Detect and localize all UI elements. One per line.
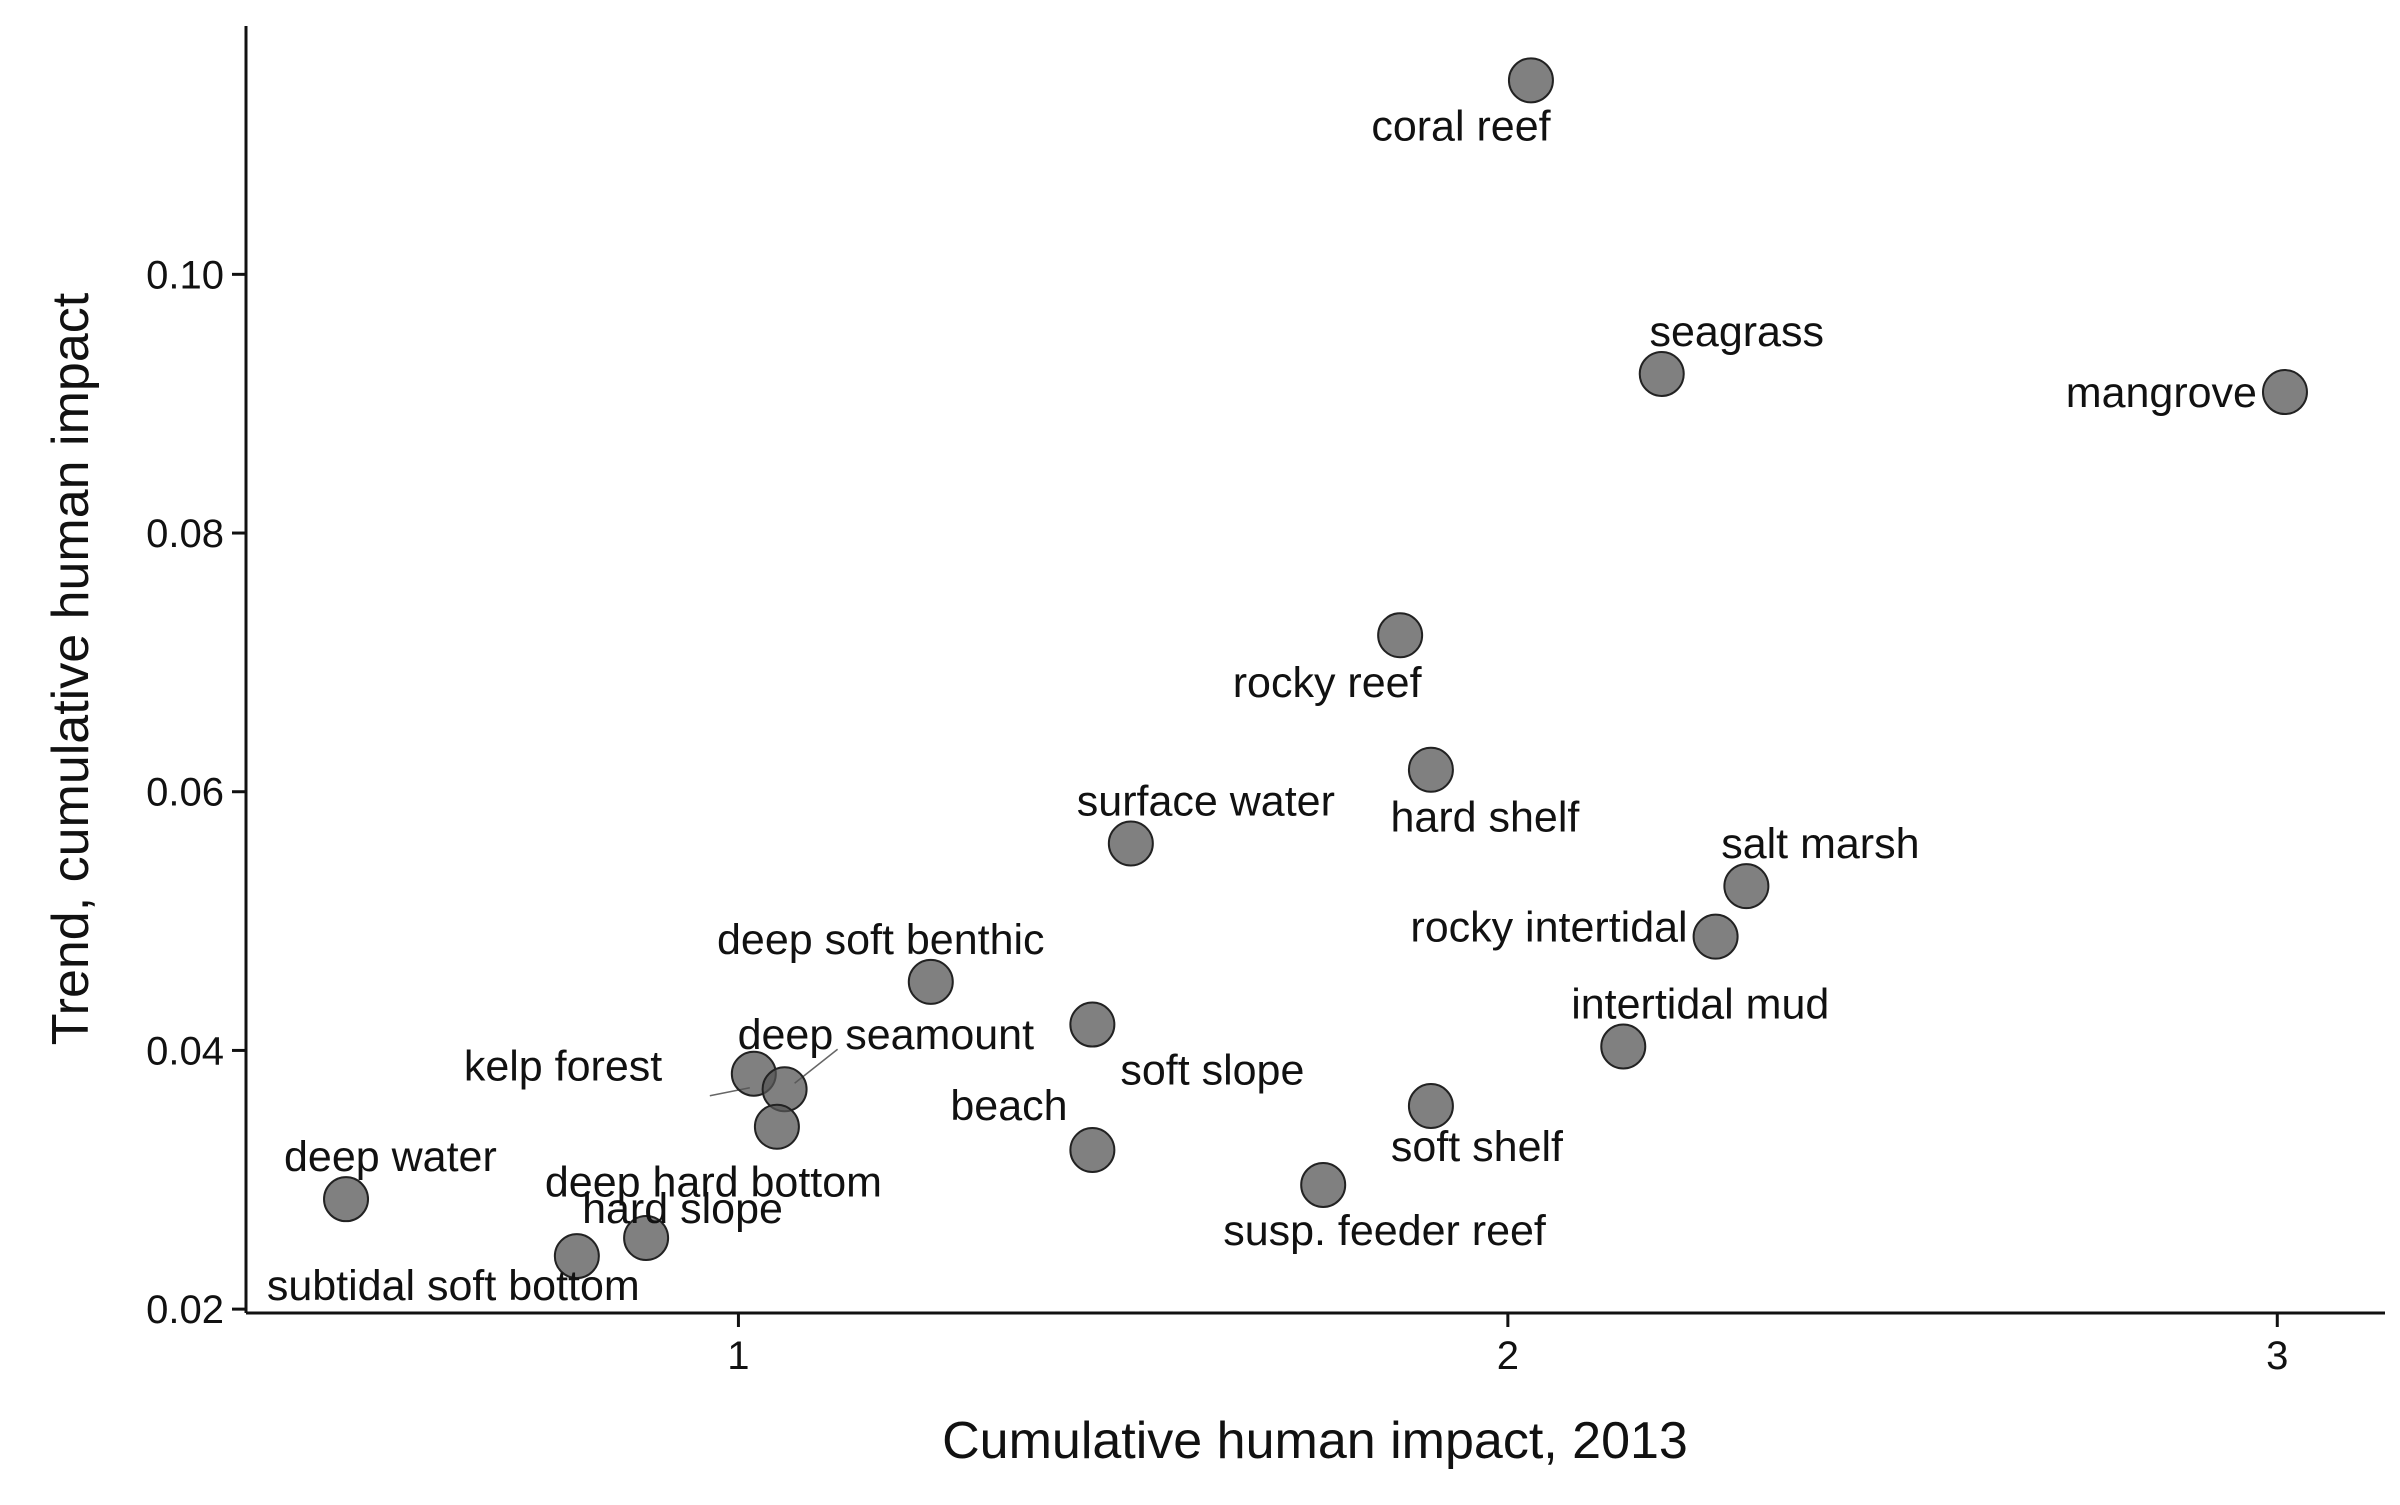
- point-label-surface-water: surface water: [1077, 777, 1335, 825]
- point-label-subtidal-soft-bottom: subtidal soft bottom: [267, 1262, 640, 1310]
- point-soft-shelf: [1407, 1083, 1454, 1130]
- point-label-deep-hard-bottom: deep hard bottom: [545, 1159, 882, 1207]
- point-label-mangrove: mangrove: [2066, 369, 2257, 417]
- point-label-hard-shelf: hard shelf: [1390, 794, 1580, 842]
- point-label-rocky-reef: rocky reef: [1233, 659, 1423, 707]
- x-axis-title: Cumulative human impact, 2013: [942, 1412, 1688, 1470]
- x-tick-label: 1: [727, 1334, 749, 1378]
- y-tick-label: 0.02: [146, 1288, 224, 1332]
- point-label-kelp-forest: kelp forest: [464, 1043, 662, 1091]
- point-seagrass: [1638, 350, 1685, 397]
- y-tick-label: 0.04: [146, 1029, 224, 1073]
- point-surface-water: [1107, 820, 1154, 867]
- point-label-hard-slope: hard slope: [582, 1185, 783, 1233]
- point-deep-water: [323, 1176, 370, 1223]
- point-deep-hard-bottom: [753, 1103, 800, 1150]
- point-label-deep-water: deep water: [284, 1133, 497, 1181]
- y-axis-title: Trend, cumulative human impact: [42, 292, 100, 1045]
- point-coral-reef: [1507, 57, 1554, 104]
- point-mangrove: [2261, 369, 2308, 416]
- point-hard-shelf: [1407, 746, 1454, 793]
- x-tick-label: 3: [2266, 1334, 2288, 1378]
- x-tick-label: 2: [1497, 1334, 1519, 1378]
- point-label-deep-soft-benthic: deep soft benthic: [717, 916, 1045, 964]
- y-tick-label: 0.06: [146, 771, 224, 815]
- point-label-soft-shelf: soft shelf: [1391, 1123, 1564, 1171]
- point-deep-soft-benthic: [907, 958, 954, 1005]
- point-susp-feeder-reef: [1300, 1161, 1347, 1208]
- point-label-susp-feeder-reef: susp. feeder reef: [1223, 1207, 1547, 1255]
- y-tick-label: 0.10: [146, 253, 224, 297]
- point-label-intertidal-mud: intertidal mud: [1571, 981, 1829, 1029]
- point-label-salt-marsh: salt marsh: [1721, 820, 1919, 868]
- point-rocky-reef: [1377, 612, 1424, 659]
- point-salt-marsh: [1723, 863, 1770, 910]
- point-label-seagrass: seagrass: [1649, 308, 1823, 356]
- point-deep-seamount: [761, 1066, 808, 1113]
- points: [323, 57, 2308, 1280]
- axes: [244, 26, 2385, 1315]
- point-hard-slope: [623, 1214, 670, 1261]
- point-subtidal-soft-bottom: [553, 1233, 600, 1280]
- point-label-soft-slope: soft slope: [1120, 1047, 1304, 1095]
- y-tick-label: 0.08: [146, 512, 224, 556]
- point-label-rocky-intertidal: rocky intertidal: [1410, 904, 1687, 952]
- point-beach: [1069, 1127, 1116, 1174]
- ticks: 1 2 3 0.02 0.04 0.06 0.08 0.10: [146, 253, 2288, 1378]
- point-labels: coral reef seagrass mangrove rocky reef hard…: [267, 102, 2257, 1310]
- point-label-coral-reef: coral reef: [1371, 102, 1551, 150]
- point-intertidal-mud: [1600, 1023, 1647, 1070]
- point-rocky-intertidal: [1692, 913, 1739, 960]
- point-label-deep-seamount: deep seamount: [738, 1011, 1034, 1059]
- point-soft-slope: [1069, 1001, 1116, 1048]
- point-label-beach: beach: [950, 1082, 1067, 1130]
